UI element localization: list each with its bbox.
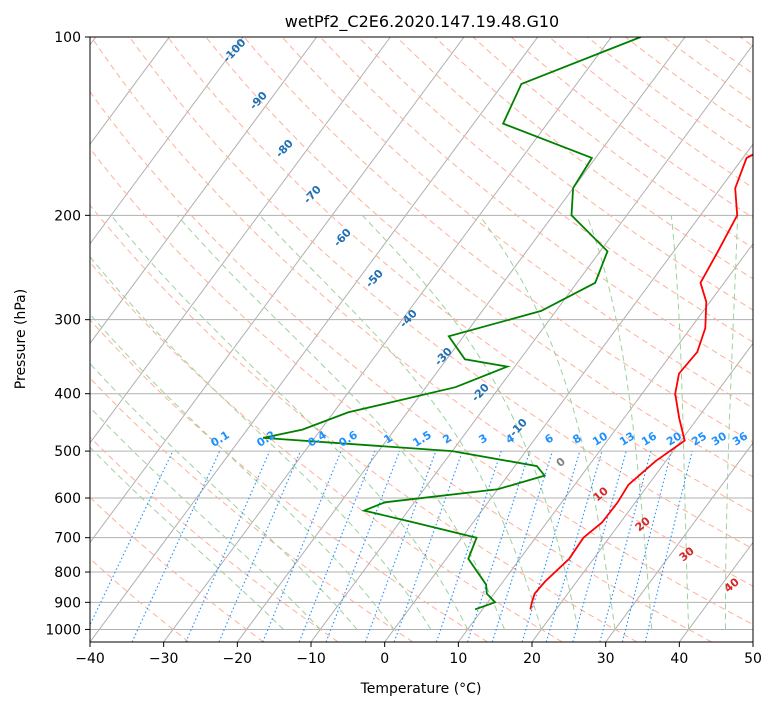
moist-adiabat-line (90, 256, 432, 630)
moist-adiabat-line (90, 362, 358, 630)
dry-adiabat-line (205, 37, 753, 478)
mixing-ratio-line (599, 450, 652, 642)
moist-adiabat-line (586, 215, 653, 630)
moist-adiabat-line (110, 214, 469, 630)
dry-adiabat-line (90, 37, 753, 587)
moist-adiabat-line (90, 406, 321, 630)
dry-adiabat-line (129, 37, 753, 550)
dry-adiabat-line (396, 37, 753, 311)
moist-adiabat-line (90, 313, 395, 630)
moist-adiabat-line (724, 215, 739, 630)
dry-adiabat-line (90, 261, 563, 642)
mixing-ratio-line (644, 450, 693, 642)
mixing-ratio-line (90, 450, 174, 627)
isotherm-line (90, 37, 391, 444)
dry-adiabat-line (90, 204, 638, 642)
mixing-ratio-line (545, 450, 603, 642)
y-tick-label: 400 (54, 387, 81, 403)
y-tick-label: 800 (54, 565, 81, 581)
plot-frame (89, 36, 754, 643)
dry-adiabat-line (358, 37, 753, 343)
isotherm-line (90, 37, 465, 544)
x-axis-label: Temperature (°C) (360, 681, 482, 697)
x-tick-label: −20 (223, 651, 253, 667)
mixing-ratio-line (131, 450, 221, 642)
y-tick-label: 100 (54, 30, 81, 46)
isotherm-line (457, 242, 753, 642)
moist-adiabat-line (361, 214, 579, 630)
x-tick-label: 10 (449, 651, 467, 667)
x-tick-label: 0 (380, 651, 389, 667)
y-tick-label: 700 (54, 531, 81, 547)
isotherm-line (531, 342, 753, 642)
y-tick-label: 600 (54, 491, 81, 507)
temperature-profile-line (529, 153, 753, 610)
isotherm-line (90, 37, 318, 345)
dry-adiabat-line (90, 90, 753, 626)
dry-adiabat-line (510, 37, 753, 219)
x-axis: −40 −30 −20 −10 0 10 20 30 40 50 (75, 642, 762, 667)
chart-title: wetPf2_C2E6.2020.147.19.48.G10 (285, 12, 559, 32)
isotherm-line (236, 37, 686, 642)
moist-adiabat-line (259, 214, 542, 630)
mixing-ratio-line (572, 450, 627, 642)
moist-adiabat-line (670, 215, 690, 630)
x-tick-label: 20 (523, 651, 541, 667)
dry-adiabat-line (587, 37, 753, 160)
x-tick-label: 40 (670, 651, 688, 667)
y-axis: 100 200 300 400 500 600 700 800 900 1000 (45, 30, 90, 638)
mixing-ratio-line (491, 450, 554, 642)
y-tick-label: 300 (54, 313, 81, 329)
mixing-ratio-line (185, 450, 271, 642)
mixing-ratio-line (621, 450, 672, 642)
dry-adiabat-line (90, 496, 264, 642)
mixing-ratio-line (521, 450, 581, 642)
dry-adiabat-line (90, 319, 488, 642)
x-tick-label: −30 (149, 651, 179, 667)
y-tick-label: 200 (54, 208, 81, 224)
isotherm-line (384, 143, 753, 642)
isotherm-line (90, 37, 170, 146)
y-tick-label: 500 (54, 444, 81, 460)
dry-adiabat-line (319, 37, 753, 376)
dry-adiabat-line (90, 147, 712, 642)
dry-adiabat-line (548, 37, 753, 189)
dewpoint-profile-line (262, 37, 642, 611)
isotherm-line (163, 37, 612, 642)
isotherm-line (90, 37, 539, 642)
dry-adiabat-line (167, 37, 753, 514)
isotherm-line (605, 442, 753, 642)
x-tick-label: −10 (296, 651, 326, 667)
y-tick-label: 900 (54, 595, 81, 611)
mixing-ratio-line (218, 450, 301, 642)
y-axis-label: Pressure (hPa) (13, 289, 29, 389)
x-tick-label: −40 (75, 651, 105, 667)
dry-adiabat-line (90, 377, 414, 642)
y-tick-label: 1000 (45, 622, 81, 638)
isotherm-line (90, 37, 244, 245)
moist-adiabat-line (479, 215, 616, 630)
plot-area: -100-90-80-70-60-50-40-30-20-100.1 0.2 0.4… (90, 37, 753, 642)
x-tick-label: 50 (744, 651, 762, 667)
x-tick-label: 30 (597, 651, 615, 667)
isotherm-line (310, 43, 753, 642)
mixing-ratio-line (435, 450, 502, 642)
mixing-ratio-line (393, 450, 463, 642)
mixing-ratio-line (466, 450, 531, 642)
